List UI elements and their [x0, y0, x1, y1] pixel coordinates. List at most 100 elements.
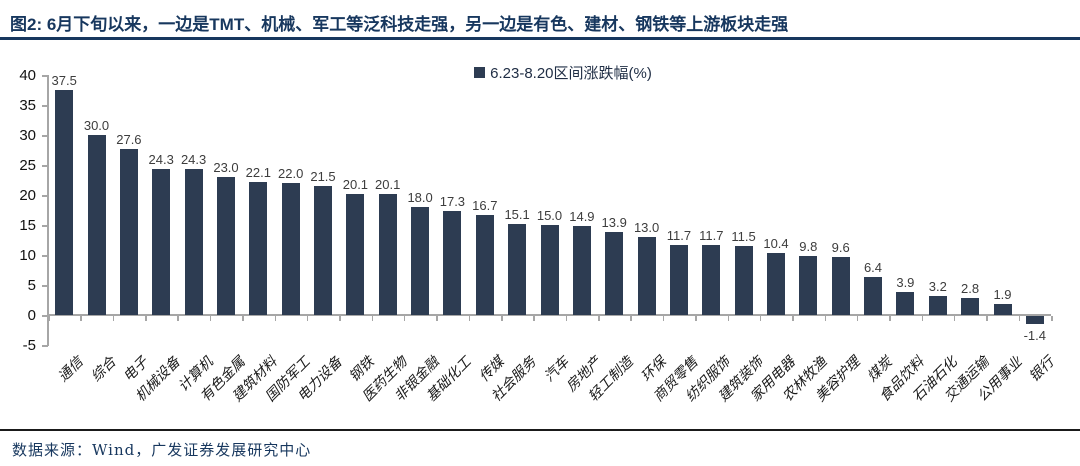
- x-axis-tick: [792, 316, 794, 321]
- x-axis-tick: [339, 316, 341, 321]
- y-axis-tick: [42, 285, 48, 287]
- x-axis-tick: [533, 316, 535, 321]
- x-axis-label: 银行: [1025, 353, 1057, 385]
- source-text: 数据来源：Wind，广发证券发展研究中心: [12, 441, 312, 459]
- bar: [702, 244, 721, 315]
- bar: [378, 194, 397, 315]
- y-axis-line: [47, 75, 49, 346]
- bar: [767, 252, 785, 315]
- bar-value-label: 13.9: [601, 214, 627, 230]
- x-axis-tick: [889, 316, 891, 321]
- bar: [152, 169, 171, 315]
- bar-value-label: 22.0: [278, 166, 304, 181]
- bar-value-label: 9.6: [831, 240, 850, 256]
- bar-value-label: 11.5: [731, 229, 756, 244]
- bar: [669, 244, 688, 315]
- bar: [119, 149, 138, 315]
- bar: [637, 237, 656, 315]
- bar-value-label: 27.6: [116, 132, 142, 148]
- x-axis-tick: [824, 316, 827, 321]
- y-axis-tick-label: 0: [27, 307, 36, 324]
- chart-legend: 6.23-8.20区间涨跌幅(%): [63, 62, 1063, 83]
- x-axis-tick: [209, 316, 212, 321]
- bar-value-label: 15.1: [504, 207, 530, 223]
- bar-value-label: 15.0: [536, 208, 563, 223]
- bar: [1025, 316, 1044, 325]
- bar-value-label: -1.4: [1023, 328, 1046, 344]
- x-axis-tick: [242, 316, 244, 321]
- x-axis-tick: [695, 316, 697, 321]
- bar-value-label: 20.1: [375, 177, 401, 193]
- page-title: 图2: 6月下旬以来，一边是TMT、机械、军工等泛科技走强，另一边是有色、建材、…: [10, 15, 789, 34]
- bar-value-label: 21.5: [310, 169, 336, 184]
- bar: [831, 257, 850, 315]
- x-axis-tick: [371, 316, 374, 321]
- bar-value-label: 6.4: [863, 259, 883, 275]
- x-axis-tick: [274, 316, 277, 321]
- bar: [508, 224, 527, 315]
- bar: [346, 194, 365, 315]
- bar-value-label: 16.7: [472, 197, 498, 213]
- bar: [184, 169, 203, 315]
- bar-value-label: 11.7: [699, 227, 724, 243]
- bar-value-label: 14.9: [569, 208, 595, 224]
- x-axis-tick: [662, 316, 665, 321]
- y-axis-tick: [42, 165, 48, 167]
- bar: [87, 135, 106, 315]
- bar: [443, 211, 462, 315]
- bar-value-label: 11.7: [666, 227, 692, 243]
- x-axis-tick: [1018, 316, 1021, 321]
- y-axis-tick-label: 20: [19, 187, 36, 204]
- x-axis-tick: [727, 316, 730, 321]
- x-axis-tick: [48, 316, 50, 321]
- y-axis-tick: [42, 195, 48, 197]
- y-axis-tick-label: 10: [19, 247, 36, 264]
- y-axis-tick-label: 30: [19, 127, 36, 144]
- x-axis-tick: [80, 316, 82, 321]
- y-axis-tick: [42, 225, 48, 227]
- bar-value-label: 10.4: [763, 235, 789, 251]
- bar: [799, 256, 818, 315]
- bar-value-label: 30.0: [83, 118, 110, 133]
- y-axis-tick: [42, 345, 48, 347]
- x-axis-line: [48, 314, 1051, 316]
- x-axis-tick: [856, 316, 859, 321]
- legend-swatch-icon: [474, 67, 486, 78]
- bar-value-label: 24.3: [148, 152, 174, 168]
- bar-value-label: 13.0: [633, 220, 660, 235]
- x-axis-tick: [1051, 316, 1053, 321]
- x-axis-label: 通信: [54, 353, 86, 385]
- x-axis-tick: [630, 316, 632, 321]
- y-axis-tick-label: 15: [19, 217, 36, 234]
- bar: [961, 298, 980, 315]
- x-axis-tick: [112, 316, 115, 321]
- y-axis-tick: [42, 105, 48, 107]
- x-axis-tick: [501, 316, 503, 321]
- x-axis-tick: [921, 316, 924, 321]
- y-axis-tick: [42, 255, 48, 257]
- x-axis-tick: [953, 316, 956, 321]
- bar-value-label: 20.1: [342, 177, 369, 193]
- bar: [55, 90, 74, 315]
- y-axis-tick-label: 40: [19, 67, 36, 84]
- bar-value-label: 1.9: [993, 286, 1012, 302]
- x-axis-label: 综合: [87, 353, 119, 385]
- x-axis-tick: [145, 316, 147, 321]
- bar: [249, 182, 268, 315]
- x-axis-tick: [403, 316, 406, 321]
- x-axis-tick: [468, 316, 471, 321]
- legend-label: 6.23-8.20区间涨跌幅(%): [490, 65, 652, 82]
- x-axis-tick: [759, 316, 762, 321]
- footer-divider: [0, 429, 1080, 431]
- bar-value-label: 2.8: [961, 281, 980, 297]
- bar-value-label: 18.0: [407, 190, 433, 205]
- y-axis-tick: [42, 75, 48, 77]
- bar-value-label: 23.0: [213, 160, 239, 175]
- x-axis-tick: [306, 316, 309, 321]
- y-axis-tick-label: 35: [19, 97, 36, 114]
- bar-value-label: 3.2: [928, 278, 947, 294]
- bar: [411, 207, 430, 315]
- bar: [314, 186, 332, 315]
- bar-value-label: 22.1: [245, 165, 271, 181]
